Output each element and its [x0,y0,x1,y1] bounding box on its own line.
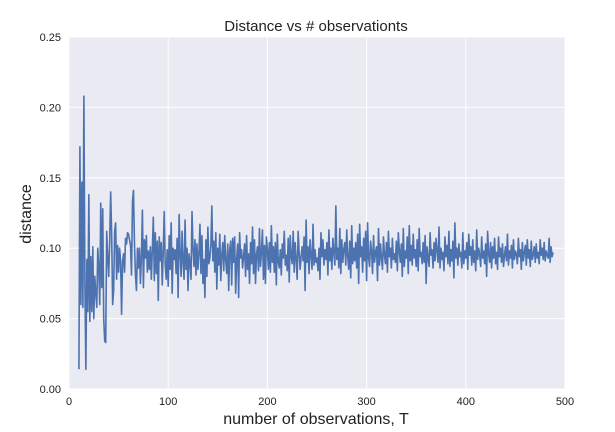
x-tick-label: 400 [457,396,475,408]
x-axis-label: number of observations, T [223,411,409,428]
y-tick-label: 0.15 [40,173,61,185]
x-tick-labels: 0 100 200 300 400 500 [66,396,574,408]
x-tick-label: 200 [258,396,276,408]
chart-title: Distance vs # observationts [224,18,407,35]
x-tick-label: 500 [556,396,574,408]
y-tick-label: 0.00 [40,384,61,396]
y-tick-label: 0.25 [40,32,61,44]
x-tick-label: 0 [66,396,72,408]
y-tick-label: 0.20 [40,102,61,114]
grid-lines [68,36,566,390]
y-tick-label: 0.10 [40,243,61,255]
y-tick-label: 0.05 [40,314,61,326]
plot-area [69,37,565,389]
x-tick-label: 300 [357,396,375,408]
y-axis-label: distance [18,184,35,244]
series-line [78,95,554,371]
x-tick-label: 100 [159,396,177,408]
y-tick-labels: 0.00 0.05 0.10 0.15 0.20 0.25 [40,32,61,396]
